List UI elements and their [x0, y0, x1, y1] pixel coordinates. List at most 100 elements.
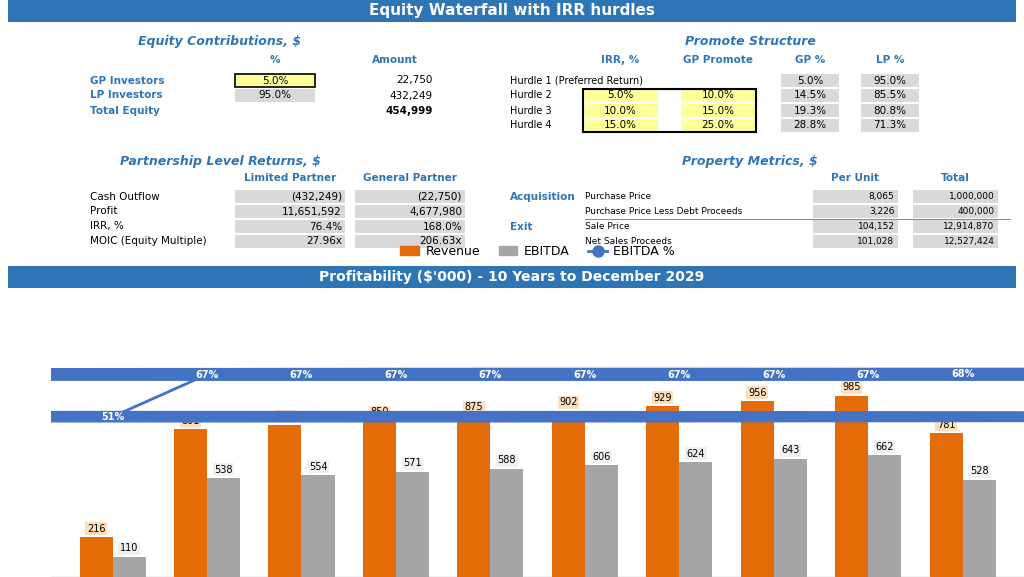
- Text: 929: 929: [653, 392, 672, 403]
- Text: 28.8%: 28.8%: [794, 121, 826, 130]
- Bar: [781, 89, 839, 102]
- Text: 643: 643: [781, 445, 800, 455]
- Text: IRR, %: IRR, %: [90, 222, 124, 231]
- Text: 554: 554: [308, 462, 328, 471]
- Bar: [740, 401, 774, 577]
- Bar: [234, 190, 345, 203]
- Text: 528: 528: [970, 466, 988, 477]
- Text: (22,750): (22,750): [418, 192, 462, 201]
- Text: GP %: GP %: [795, 55, 825, 65]
- Text: 11,651,592: 11,651,592: [283, 207, 342, 216]
- Text: 71.3%: 71.3%: [873, 121, 906, 130]
- Text: Promote Structure: Promote Structure: [685, 35, 815, 48]
- Bar: [861, 104, 919, 117]
- Text: Profitability ($'000) - 10 Years to December 2029: Profitability ($'000) - 10 Years to Dece…: [319, 270, 705, 284]
- Text: Cash Outflow: Cash Outflow: [90, 192, 160, 201]
- Text: 432,249: 432,249: [390, 91, 433, 100]
- Bar: [963, 479, 995, 577]
- Text: 4,677,980: 4,677,980: [409, 207, 462, 216]
- Text: 67%: 67%: [196, 369, 219, 380]
- Text: 956: 956: [748, 388, 766, 398]
- Text: Exit: Exit: [510, 222, 532, 231]
- Bar: [80, 537, 113, 577]
- Text: Amount: Amount: [372, 55, 418, 65]
- Text: Sale Price: Sale Price: [585, 222, 630, 231]
- Text: 10.0%: 10.0%: [701, 91, 734, 100]
- Bar: [113, 557, 145, 577]
- Text: Hurdle 2: Hurdle 2: [510, 91, 552, 100]
- Bar: [912, 220, 997, 233]
- Bar: [355, 190, 465, 203]
- Bar: [396, 472, 429, 577]
- Bar: [583, 89, 657, 102]
- Bar: [781, 104, 839, 117]
- Bar: [268, 425, 301, 577]
- Bar: [458, 416, 490, 577]
- Text: 67%: 67%: [762, 369, 785, 380]
- Bar: [355, 205, 465, 218]
- Bar: [234, 205, 345, 218]
- Text: 538: 538: [214, 464, 232, 474]
- Text: 25.0%: 25.0%: [701, 121, 734, 130]
- Text: 95.0%: 95.0%: [258, 91, 292, 100]
- Text: 624: 624: [686, 449, 706, 459]
- Text: 10.0%: 10.0%: [603, 106, 637, 115]
- Bar: [912, 235, 997, 248]
- Text: 67%: 67%: [856, 369, 880, 380]
- Text: Property Metrics, $: Property Metrics, $: [682, 155, 818, 168]
- Bar: [301, 475, 335, 577]
- Text: 825: 825: [275, 411, 294, 422]
- Bar: [930, 433, 963, 577]
- Text: 206.63x: 206.63x: [420, 237, 462, 246]
- Text: Acquisition: Acquisition: [510, 192, 575, 201]
- Text: 15.0%: 15.0%: [603, 121, 637, 130]
- Text: 588: 588: [498, 455, 516, 465]
- Bar: [234, 89, 315, 102]
- Text: 85.5%: 85.5%: [873, 91, 906, 100]
- Text: Limited Partner: Limited Partner: [244, 173, 336, 183]
- Bar: [552, 411, 585, 577]
- Text: Per Unit: Per Unit: [831, 173, 879, 183]
- Text: MOIC (Equity Multiple): MOIC (Equity Multiple): [90, 237, 207, 246]
- Bar: [681, 119, 756, 132]
- Text: 101,028: 101,028: [857, 237, 895, 246]
- Bar: [836, 396, 868, 577]
- Legend: Revenue, EBITDA, EBITDA %: Revenue, EBITDA, EBITDA %: [395, 240, 680, 263]
- Bar: [174, 429, 207, 577]
- Text: 168.0%: 168.0%: [422, 222, 462, 231]
- Text: Partnership Level Returns, $: Partnership Level Returns, $: [120, 155, 321, 168]
- Text: 110: 110: [120, 544, 138, 553]
- Text: (432,249): (432,249): [291, 192, 342, 201]
- Text: Total Equity: Total Equity: [90, 106, 160, 115]
- Text: 67%: 67%: [668, 369, 691, 380]
- Text: 80.8%: 80.8%: [873, 106, 906, 115]
- Text: IRR, %: IRR, %: [601, 55, 639, 65]
- Text: 662: 662: [876, 441, 894, 452]
- Bar: [355, 220, 465, 233]
- Bar: [8, 266, 1016, 288]
- Text: 8,065: 8,065: [868, 192, 895, 201]
- Text: Hurdle 1 (Preferred Return): Hurdle 1 (Preferred Return): [510, 76, 643, 85]
- Text: 3,226: 3,226: [869, 207, 895, 216]
- Text: 12,527,424: 12,527,424: [944, 237, 994, 246]
- Bar: [679, 462, 713, 577]
- Text: 5.0%: 5.0%: [797, 76, 823, 85]
- Bar: [812, 235, 897, 248]
- Circle shape: [0, 369, 1024, 380]
- Text: 12,914,870: 12,914,870: [943, 222, 994, 231]
- Text: 67%: 67%: [290, 369, 313, 380]
- Text: 400,000: 400,000: [957, 207, 994, 216]
- Bar: [861, 89, 919, 102]
- Text: 67%: 67%: [573, 369, 596, 380]
- Bar: [781, 74, 839, 87]
- Circle shape: [0, 369, 1024, 380]
- Bar: [681, 104, 756, 117]
- Bar: [861, 74, 919, 87]
- Bar: [583, 119, 657, 132]
- Text: 15.0%: 15.0%: [701, 106, 734, 115]
- Text: 68%: 68%: [951, 369, 974, 379]
- Circle shape: [0, 369, 1024, 380]
- Text: 76.4%: 76.4%: [309, 222, 342, 231]
- Text: 5.0%: 5.0%: [607, 91, 633, 100]
- Bar: [234, 74, 315, 87]
